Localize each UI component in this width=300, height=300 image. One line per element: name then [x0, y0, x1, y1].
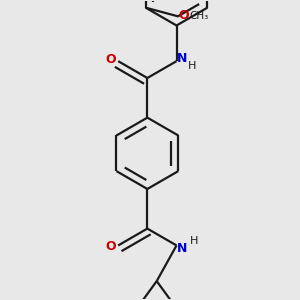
Text: N: N	[177, 242, 187, 255]
Text: CH₃: CH₃	[190, 11, 209, 21]
Text: H: H	[188, 61, 196, 71]
Text: H: H	[190, 236, 198, 247]
Text: N: N	[177, 52, 187, 65]
Text: O: O	[105, 240, 116, 253]
Text: O: O	[105, 53, 116, 66]
Text: O: O	[178, 9, 189, 22]
